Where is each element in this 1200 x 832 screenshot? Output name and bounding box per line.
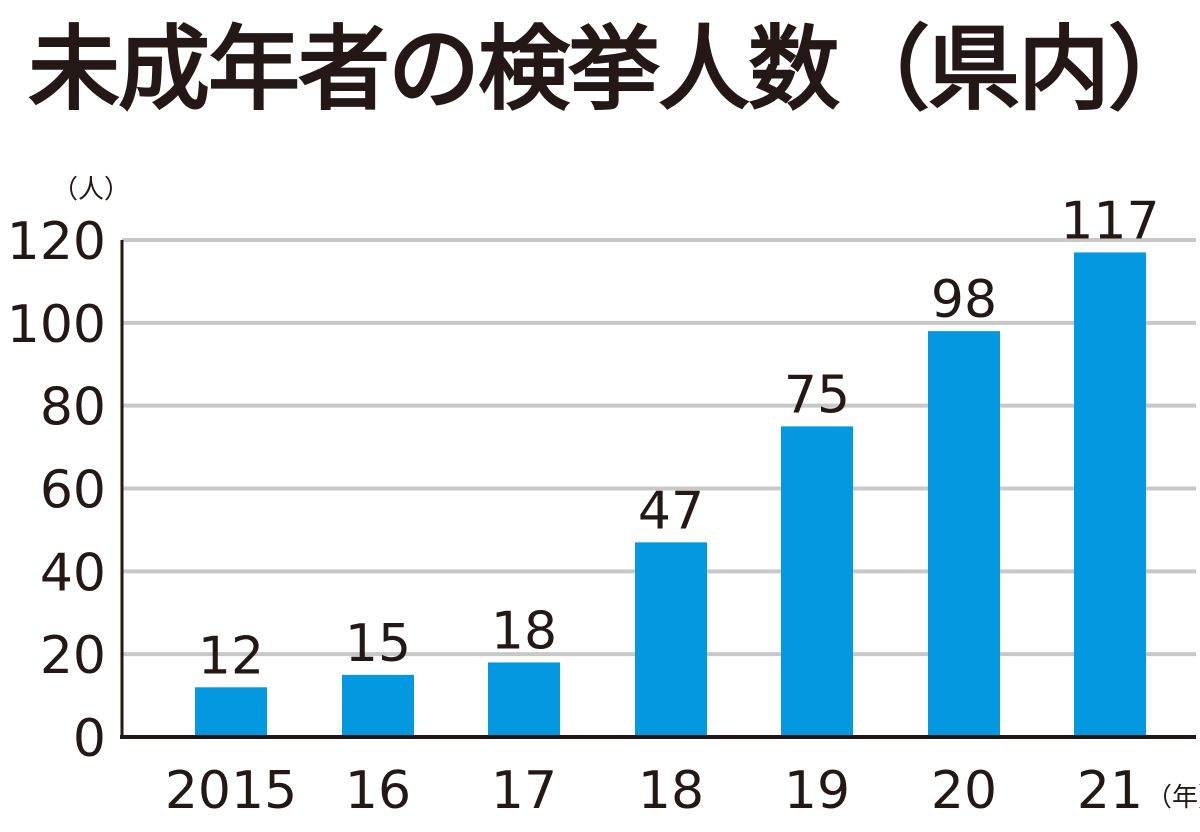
bar-value-label: 98 (931, 270, 997, 330)
bar-value-label: 47 (638, 481, 704, 541)
axes (120, 240, 1196, 739)
y-tick-label: 120 (7, 212, 106, 272)
y-tick-label: 80 (40, 378, 106, 438)
x-axis-unit: （年） (1146, 783, 1200, 813)
x-tick-label: 19 (784, 761, 850, 821)
bar (928, 331, 1000, 737)
x-tick-label: 20 (931, 761, 997, 821)
bar (195, 687, 267, 737)
x-tick-label: 17 (491, 761, 557, 821)
x-tick-label: 21 (1077, 761, 1143, 821)
bar-value-label: 75 (784, 365, 850, 425)
x-tick-label: 18 (638, 761, 704, 821)
chart-title: 未成年者の検挙人数（県内） (28, 16, 1200, 123)
x-tick-label: 2015 (165, 761, 297, 821)
bar-value-label: 18 (491, 601, 557, 661)
labels: 0 20 40 60 80 100 120 12 2015 15 16 18 17 47 18 75 19 98 2… (7, 175, 1200, 821)
y-tick-label: 20 (40, 626, 106, 686)
y-tick-label: 0 (73, 709, 106, 769)
bars (195, 252, 1146, 738)
y-tick-label: 100 (7, 295, 106, 355)
bar (488, 662, 560, 737)
bar (781, 426, 853, 737)
bar (635, 542, 707, 737)
bar-value-label: 117 (1060, 191, 1159, 251)
y-axis-unit: （人） (52, 175, 130, 205)
bar (342, 674, 414, 737)
bar-value-label: 15 (345, 614, 411, 674)
x-tick-label: 16 (345, 761, 411, 821)
bar (1074, 252, 1146, 738)
y-tick-label: 60 (40, 461, 106, 521)
y-tick-label: 40 (40, 543, 106, 603)
bar-value-label: 12 (198, 626, 264, 686)
